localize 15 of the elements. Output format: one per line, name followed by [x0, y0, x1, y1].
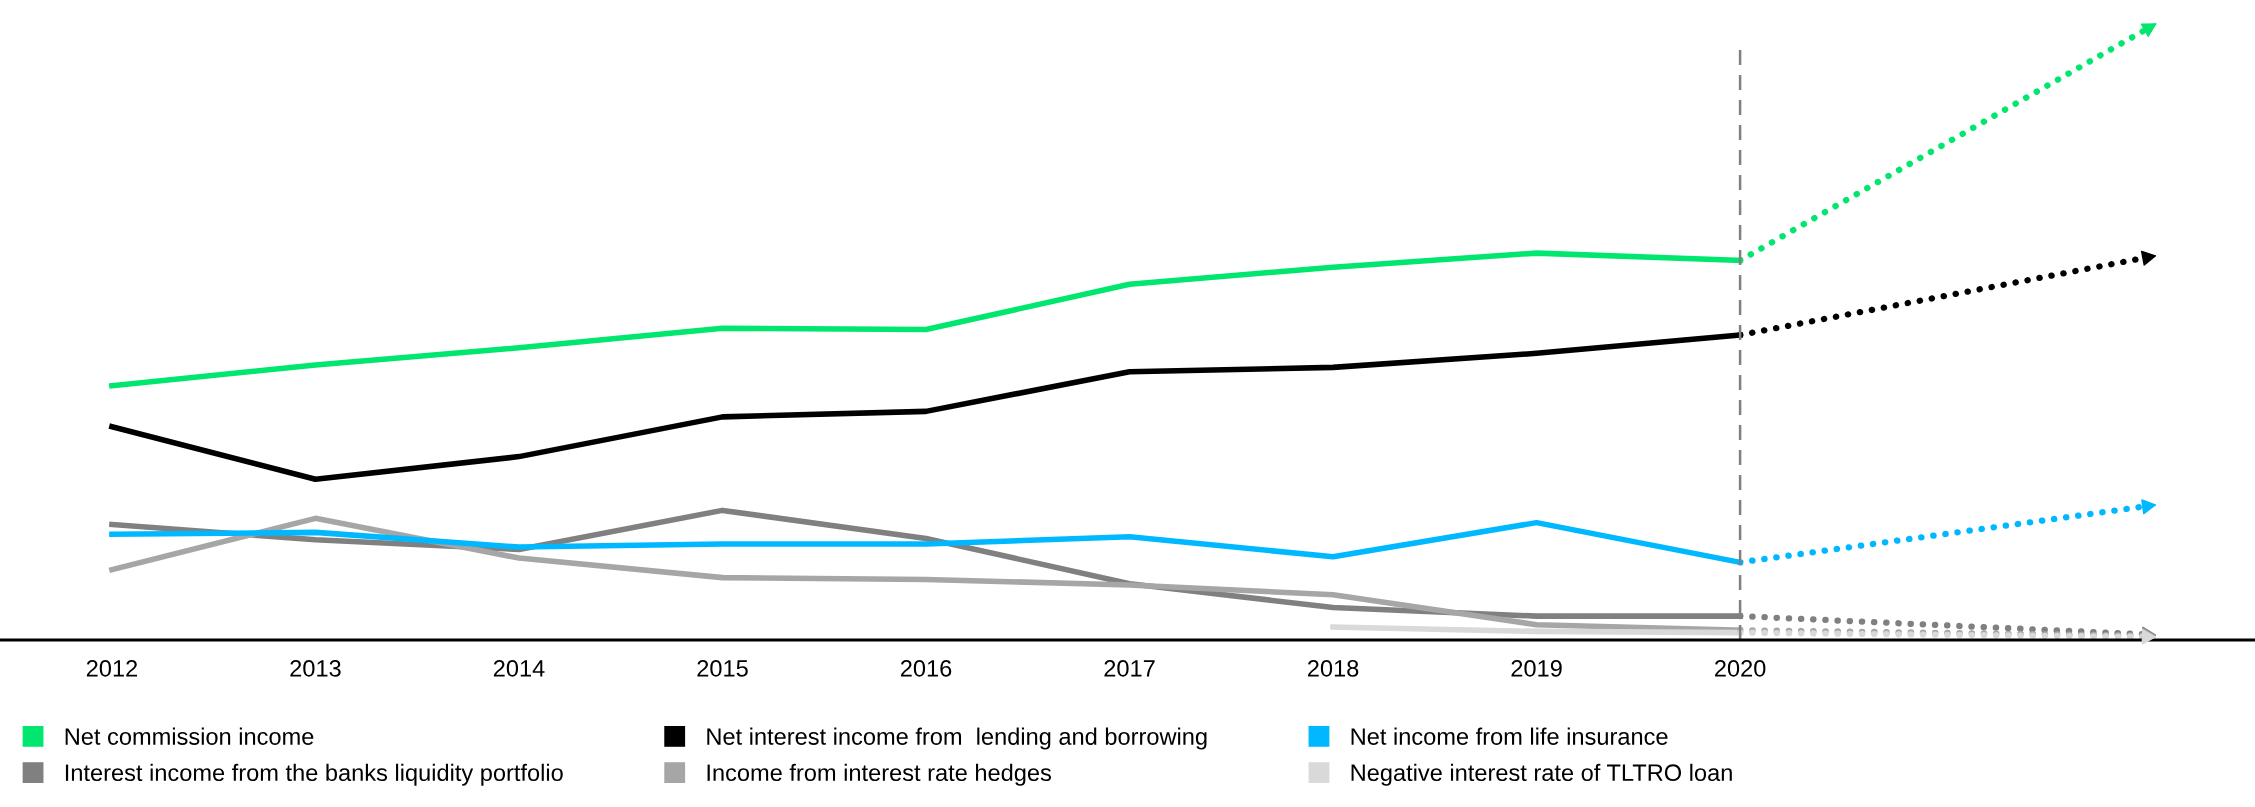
- x-tick-label: 2018: [1307, 660, 1359, 677]
- x-tick-label: 2014: [493, 660, 545, 677]
- x-tick-label: 2016: [900, 660, 952, 677]
- legend-label: Net interest income from lending and borrowing: [707, 727, 1207, 750]
- x-tick-label: 2020: [1715, 660, 1766, 677]
- legend-label: Interest income from the banks liquidity portfolio: [65, 763, 563, 786]
- x-tick-label: 2015: [697, 660, 748, 677]
- legend-label: Net commission income: [65, 727, 314, 745]
- legend-label: Negative interest rate of TLTRO loan: [1351, 763, 1732, 786]
- x-tick-label: 2013: [290, 660, 341, 677]
- x-tick-label: 2017: [1104, 660, 1155, 677]
- x-tick-label: 2019: [1511, 660, 1562, 677]
- legend-label: Net income from life insurance: [1351, 727, 1668, 745]
- x-tick-label: 2012: [86, 660, 138, 677]
- legend-label: Income from interest rate hedges: [707, 763, 1051, 786]
